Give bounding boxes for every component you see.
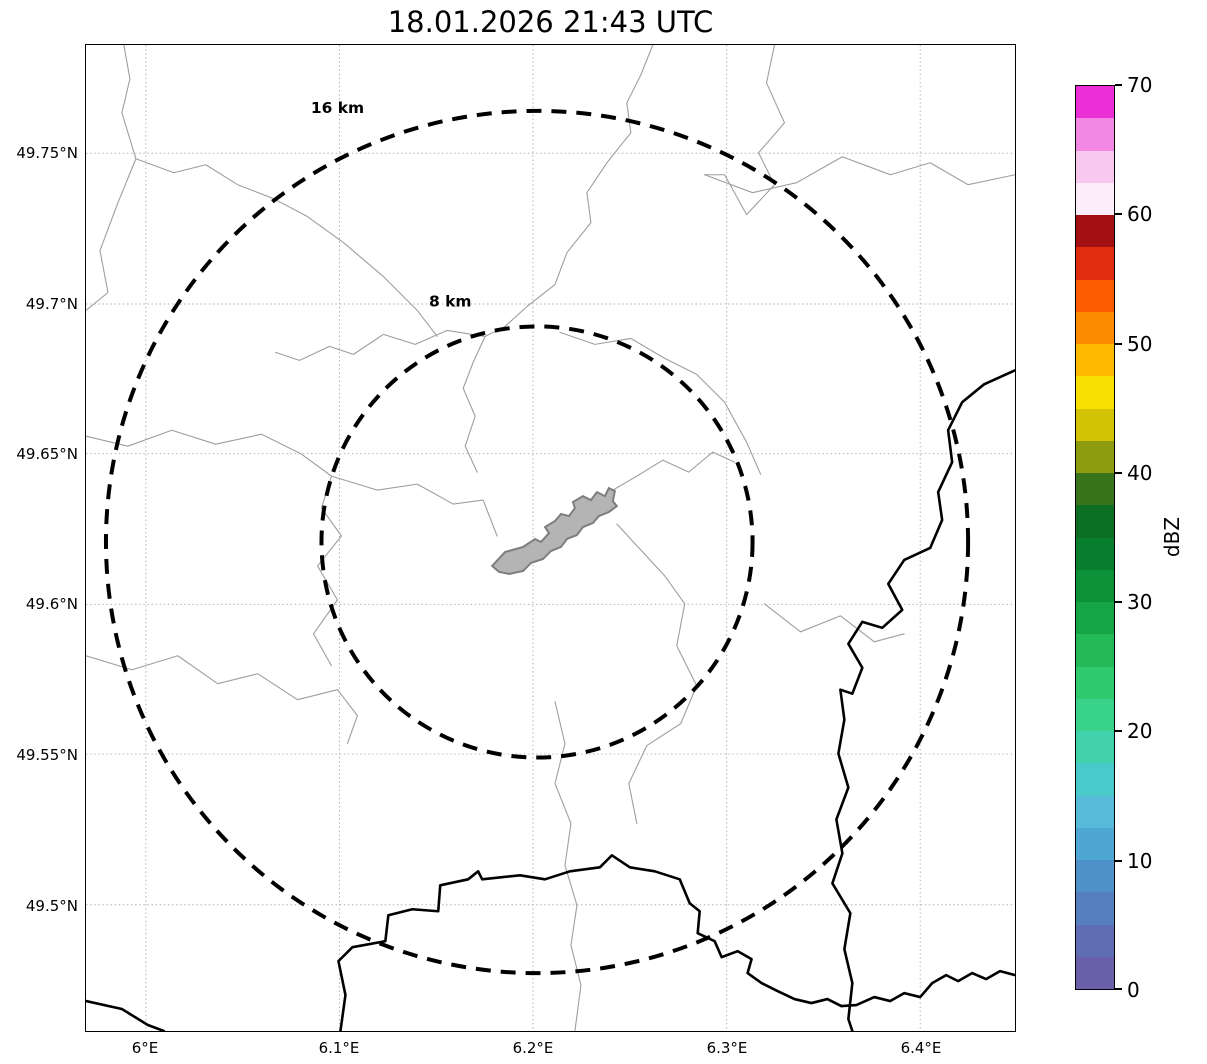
country-borders <box>86 369 1015 1031</box>
colorbar-band <box>1076 182 1114 215</box>
admin-boundary-line <box>135 158 438 337</box>
y-tick-label: 49.75°N <box>16 144 78 162</box>
country-border-line <box>86 999 166 1031</box>
map-plot: 16 km 8 km <box>85 44 1016 1032</box>
colorbar-band <box>1076 118 1114 151</box>
country-border-line <box>337 854 843 1031</box>
admin-boundary-line <box>86 45 137 312</box>
x-tick-label: 6.1°E <box>318 1039 360 1057</box>
airport-outline <box>490 486 619 575</box>
y-tick-label: 49.6°N <box>25 595 78 613</box>
admin-boundary-line <box>559 331 762 475</box>
x-tick-label: 6.2°E <box>512 1039 554 1057</box>
admin-boundary-line <box>704 45 786 216</box>
range-ring-16km <box>103 108 971 976</box>
colorbar-tick-label: 60 <box>1127 202 1153 226</box>
range-ring-8km-label: 8 km <box>429 292 472 310</box>
colorbar-tick-mark <box>1115 84 1122 86</box>
colorbar-band <box>1076 924 1114 957</box>
admin-boundary-line <box>763 603 905 643</box>
y-tick-label: 49.65°N <box>16 445 78 463</box>
colorbar-band <box>1076 215 1114 248</box>
colorbar-tick-label: 10 <box>1127 849 1153 873</box>
colorbar-band <box>1076 473 1114 506</box>
colorbar-bands <box>1076 86 1114 989</box>
colorbar-band <box>1076 311 1114 344</box>
admin-boundary-line <box>616 523 698 824</box>
x-tick-label: 6.4°E <box>900 1039 942 1057</box>
colorbar-band <box>1076 440 1114 473</box>
colorbar-band <box>1076 408 1114 441</box>
colorbar-band <box>1076 698 1114 731</box>
colorbar-tick-mark <box>1115 343 1122 345</box>
colorbar-band <box>1076 505 1114 538</box>
colorbar-axis-label: dBZ <box>1160 516 1184 558</box>
colorbar-band <box>1076 602 1114 635</box>
plot-title: 18.01.2026 21:43 UTC <box>387 5 714 39</box>
colorbar-band <box>1076 376 1114 409</box>
x-tick-label: 6.3°E <box>706 1039 748 1057</box>
colorbar-tick-label: 50 <box>1127 332 1153 356</box>
admin-boundary-line <box>330 475 498 537</box>
y-tick-label: 49.5°N <box>25 897 78 915</box>
colorbar-band <box>1076 344 1114 377</box>
colorbar-tick-mark <box>1115 988 1122 990</box>
colorbar <box>1075 85 1115 990</box>
colorbar-band <box>1076 537 1114 570</box>
colorbar-band <box>1076 634 1114 667</box>
colorbar-tick-mark <box>1115 730 1122 732</box>
colorbar-band <box>1076 569 1114 602</box>
admin-boundary-line <box>86 429 342 667</box>
colorbar-band <box>1076 86 1114 119</box>
colorbar-band <box>1076 763 1114 796</box>
colorbar-band <box>1076 150 1114 183</box>
range-ring-8km <box>319 324 755 760</box>
colorbar-band <box>1076 795 1114 828</box>
y-tick-label: 49.7°N <box>25 295 78 313</box>
x-tick-label: 6°E <box>131 1039 159 1057</box>
colorbar-band <box>1076 731 1114 764</box>
colorbar-band <box>1076 666 1114 699</box>
colorbar-band <box>1076 247 1114 280</box>
colorbar-tick-label: 40 <box>1127 461 1153 485</box>
admin-boundary-line <box>612 451 736 491</box>
colorbar-tick-mark <box>1115 601 1122 603</box>
colorbar-tick-mark <box>1115 860 1122 862</box>
colorbar-band <box>1076 860 1114 893</box>
colorbar-tick-label: 30 <box>1127 590 1153 614</box>
country-border-line <box>831 369 1015 1031</box>
admin-boundary-line <box>704 156 1015 194</box>
colorbar-tick-label: 70 <box>1127 73 1153 97</box>
admin-boundary-line <box>86 655 358 745</box>
admin-boundary-line <box>462 335 486 473</box>
y-tick-label: 49.55°N <box>16 746 78 764</box>
colorbar-band <box>1076 827 1114 860</box>
colorbar-band <box>1076 892 1114 925</box>
colorbar-tick-mark <box>1115 472 1122 474</box>
colorbar-band <box>1076 279 1114 312</box>
graticule <box>86 45 1015 1031</box>
map-canvas: 16 km 8 km <box>86 45 1015 1031</box>
range-ring-16km-label: 16 km <box>311 99 364 117</box>
colorbar-band <box>1076 956 1114 989</box>
colorbar-tick-mark <box>1115 213 1122 215</box>
admin-boundary-line <box>275 329 486 361</box>
admin-boundary-line <box>484 45 654 337</box>
country-border-line <box>840 969 1015 1008</box>
colorbar-tick-label: 20 <box>1127 719 1153 743</box>
river-line <box>554 701 582 1031</box>
colorbar-tick-label: 0 <box>1127 978 1140 1002</box>
